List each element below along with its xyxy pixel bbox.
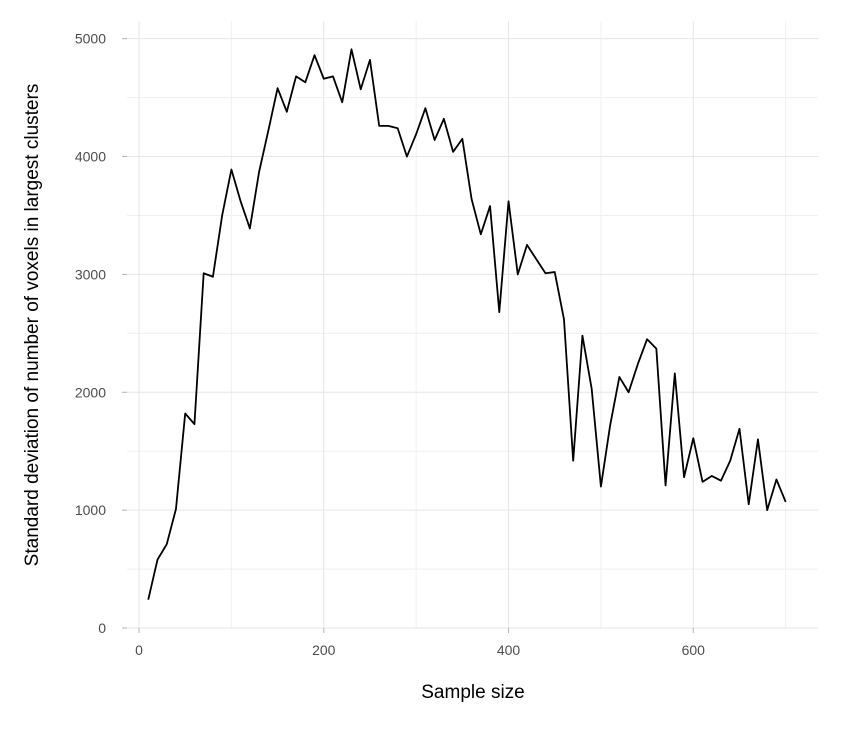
y-tick-label: 3000 (75, 266, 106, 282)
y-tick-label: 4000 (75, 149, 106, 165)
x-tick-label: 400 (497, 642, 521, 658)
major-gridlines (127, 21, 818, 629)
x-axis-title: Sample size (421, 682, 525, 703)
x-tick-labels: 0 200 400 600 (135, 642, 705, 658)
y-tick-label: 5000 (75, 31, 106, 47)
series-line (147, 48, 787, 600)
y-tick-label: 2000 (75, 384, 106, 400)
x-tick-label: 600 (682, 642, 706, 658)
series-layer (147, 48, 787, 600)
y-axis-title: Standard deviation of number of voxels i… (22, 84, 43, 567)
axis-ticks (122, 38, 694, 633)
y-tick-label: 1000 (75, 502, 106, 518)
x-tick-label: 200 (312, 642, 336, 658)
x-tick-label: 0 (135, 642, 143, 658)
minor-gridlines (127, 21, 818, 628)
y-tick-label: 0 (98, 620, 106, 636)
y-tick-labels: 0 1000 2000 3000 4000 5000 (75, 31, 106, 636)
